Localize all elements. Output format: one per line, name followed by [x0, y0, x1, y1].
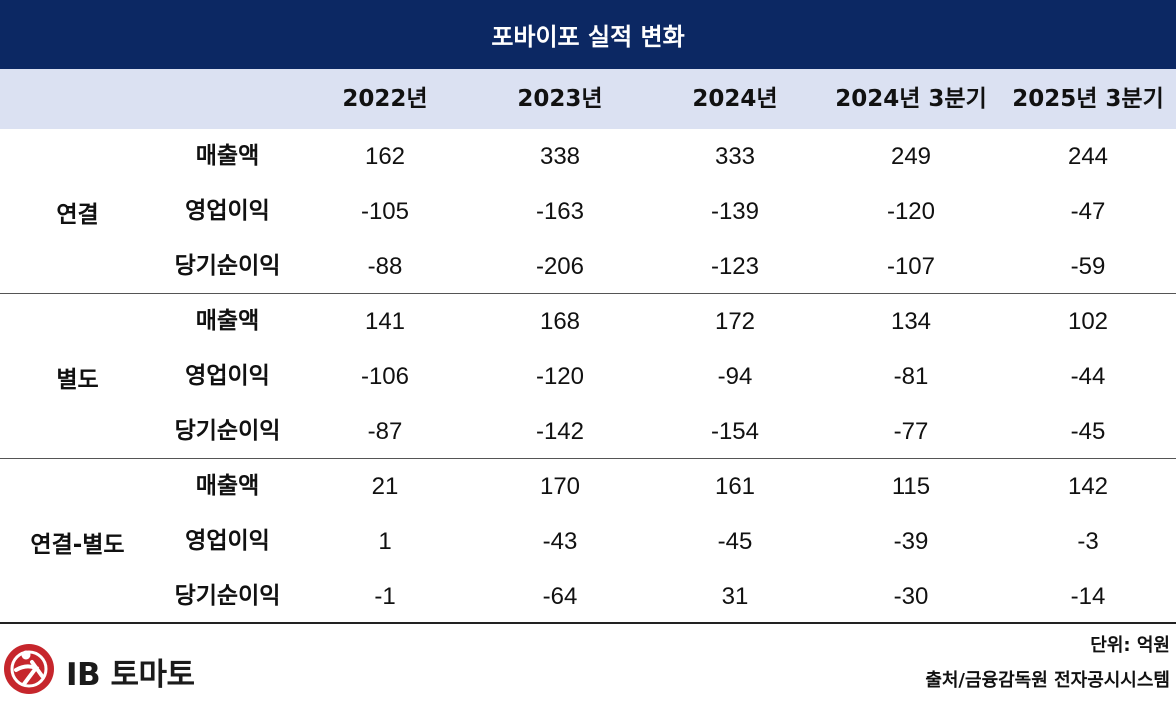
- table-cell: 21: [371, 473, 399, 500]
- table-cell: 162: [364, 143, 406, 170]
- group-divider: [0, 293, 1176, 294]
- table-cell: -105: [360, 198, 410, 225]
- table-row: 매출액 162 338 333 249 244: [0, 129, 1176, 184]
- table-cell: 115: [891, 473, 931, 500]
- column-header: 2025년 3분기: [1012, 86, 1164, 112]
- table-cell: -59: [1070, 253, 1106, 280]
- table-cell: -88: [367, 253, 403, 280]
- table-cell: 249: [890, 143, 932, 170]
- logo-wordmark: IB 토마토: [66, 656, 195, 693]
- table-cell: 102: [1067, 308, 1109, 335]
- table-cell: -14: [1070, 583, 1106, 610]
- table-cell: -139: [710, 198, 760, 225]
- table-row: 매출액 141 168 172 134 102: [0, 294, 1176, 349]
- table-cell: -120: [535, 363, 585, 390]
- table-row: 당기순이익 -1 -64 31 -30 -14: [0, 569, 1176, 624]
- table-cell: -123: [710, 253, 760, 280]
- table-row: 당기순이익 -88 -206 -123 -107 -59: [0, 239, 1176, 294]
- ib-tomato-logo: IB 토마토: [2, 643, 195, 699]
- group-divider: [0, 458, 1176, 459]
- table-cell: -45: [1070, 418, 1106, 445]
- table-cell: -206: [535, 253, 585, 280]
- source-note: 출처/금융감독원 전자공시시스템: [925, 670, 1170, 691]
- table-group-difference: 연결-별도 매출액 21 170 161 115 142 영업이익 1 -43 …: [0, 459, 1176, 624]
- table-cell: 170: [539, 473, 581, 500]
- table-cell: -106: [360, 363, 410, 390]
- table-cell: 141: [364, 308, 406, 335]
- metric-label: 영업이익: [185, 198, 270, 224]
- metric-label: 당기순이익: [174, 253, 281, 279]
- metric-label: 매출액: [195, 473, 260, 499]
- metric-label: 영업이익: [185, 363, 270, 389]
- table-cell: -30: [893, 583, 929, 610]
- table-row: 영업이익 -105 -163 -139 -120 -47: [0, 184, 1176, 239]
- table-bottom-border: [0, 622, 1176, 624]
- table-cell: -163: [535, 198, 585, 225]
- table-row: 당기순이익 -87 -142 -154 -77 -45: [0, 404, 1176, 459]
- table-cell: 1: [378, 528, 392, 555]
- table-row: 매출액 21 170 161 115 142: [0, 459, 1176, 514]
- table-cell: 134: [890, 308, 932, 335]
- unit-note: 단위: 억원: [1090, 635, 1170, 656]
- table-cell: 172: [714, 308, 756, 335]
- table-cell: -45: [717, 528, 753, 555]
- table-cell: -3: [1077, 528, 1099, 555]
- group-label: 연결: [56, 201, 99, 228]
- metric-label: 매출액: [195, 143, 260, 169]
- table-cell: 168: [539, 308, 581, 335]
- group-label: 연결-별도: [30, 531, 125, 558]
- table-cell: -47: [1070, 198, 1106, 225]
- table-cell: -94: [717, 363, 753, 390]
- column-header: 2024년 3분기: [835, 86, 987, 112]
- metric-label: 당기순이익: [174, 583, 281, 609]
- table-cell: 333: [714, 143, 756, 170]
- column-header: 2022년: [342, 86, 428, 112]
- table-cell: -77: [893, 418, 929, 445]
- table-cell: 142: [1067, 473, 1109, 500]
- table-cell: -120: [886, 198, 936, 225]
- table-cell: -142: [535, 418, 585, 445]
- table-cell: -64: [542, 583, 578, 610]
- column-header: 2023년: [517, 86, 603, 112]
- table-cell: 338: [539, 143, 581, 170]
- table-group-separate: 별도 매출액 141 168 172 134 102 영업이익 -106 -12…: [0, 294, 1176, 459]
- table-cell: -154: [710, 418, 760, 445]
- table-cell: -43: [542, 528, 578, 555]
- column-header-row: 2022년 2023년 2024년 2024년 3분기 2025년 3분기: [0, 69, 1176, 129]
- table-title: 포바이포 실적 변화: [0, 0, 1176, 69]
- table-cell: 31: [721, 583, 749, 610]
- table-cell: 244: [1067, 143, 1109, 170]
- table-cell: -87: [367, 418, 403, 445]
- table-cell: -1: [374, 583, 396, 610]
- metric-label: 영업이익: [185, 528, 270, 554]
- table-cell: -44: [1070, 363, 1106, 390]
- table-cell: -81: [893, 363, 929, 390]
- table-cell: -39: [893, 528, 929, 555]
- metric-label: 매출액: [195, 308, 260, 334]
- table-cell: -107: [886, 253, 936, 280]
- metric-label: 당기순이익: [174, 418, 281, 444]
- column-header: 2024년: [692, 86, 778, 112]
- table-row: 영업이익 1 -43 -45 -39 -3: [0, 514, 1176, 569]
- group-label: 별도: [56, 366, 99, 393]
- table-group-consolidated: 연결 매출액 162 338 333 249 244 영업이익 -105 -16…: [0, 129, 1176, 294]
- table-cell: 161: [714, 473, 756, 500]
- table-row: 영업이익 -106 -120 -94 -81 -44: [0, 349, 1176, 404]
- ib-tomato-logo-icon: [2, 642, 56, 700]
